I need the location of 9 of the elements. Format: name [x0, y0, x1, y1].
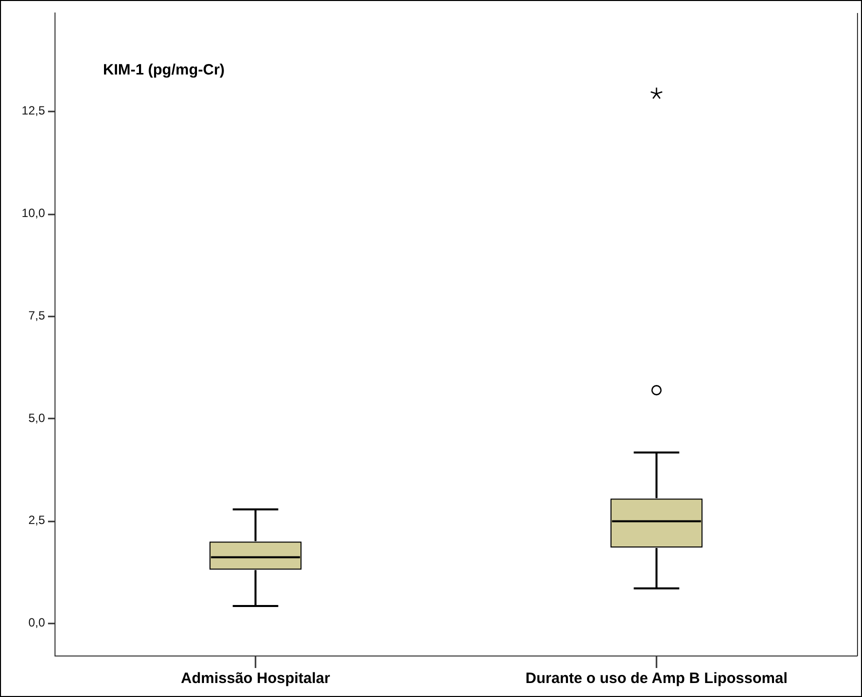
y-tick-label: 7,5 — [28, 308, 46, 322]
text: KIM-1 (pg/mg-Cr) — [103, 62, 225, 79]
y-tick-label: 0,0 — [28, 616, 46, 630]
y-tick-label: 2,5 — [28, 513, 46, 528]
y-tick-label: 10,0 — [22, 206, 46, 220]
x-tick-label: Durante o uso de Amp B Lipossomal — [526, 670, 788, 688]
y-tick-label: 5,0 — [28, 410, 46, 425]
x-tick-label: Admissão Hospitalar — [180, 670, 330, 688]
y-tick-label: 12,5 — [22, 104, 46, 118]
